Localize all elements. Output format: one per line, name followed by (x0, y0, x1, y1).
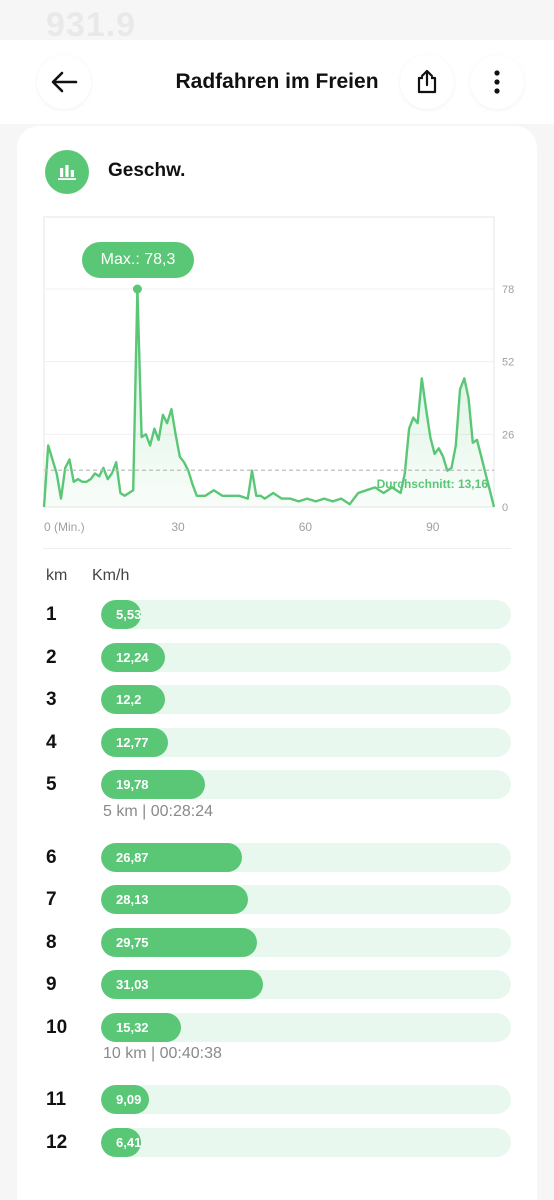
more-vertical-icon (494, 70, 500, 94)
row-km-number: 2 (46, 646, 57, 668)
row-km-number: 11 (46, 1089, 67, 1110)
background-distance-value: 931.9 (46, 6, 137, 44)
speed-bar-track: 9,09 (101, 1085, 511, 1114)
speed-bar-track: 12,2 (101, 685, 511, 714)
speed-bar-track: 15,32 (101, 1012, 511, 1042)
back-button[interactable] (37, 55, 91, 109)
speed-bar-fill: 19,78 (101, 770, 205, 799)
column-header-speed: Km/h (92, 567, 130, 584)
speed-bar-value: 12,2 (116, 692, 142, 707)
speed-bar-fill: 29,75 (101, 927, 257, 957)
speed-bar-value: 19,78 (116, 777, 149, 792)
split-summary: 5 km | 00:28:24 (103, 802, 213, 820)
speed-bar-fill: 5,53 (101, 600, 141, 629)
speed-bar-track: 12,77 (101, 727, 511, 757)
share-button[interactable] (400, 55, 454, 109)
row-km-number: 9 (46, 974, 57, 995)
speed-bar-track: 5,53 (101, 600, 511, 629)
row-km-number: 8 (46, 931, 57, 953)
speed-bar-track: 31,03 (101, 970, 511, 999)
speed-bar-value: 12,24 (116, 649, 149, 665)
speed-bar-track: 19,78 (101, 770, 511, 799)
top-app-bar (0, 40, 554, 124)
more-options-button[interactable] (470, 55, 524, 109)
bar-chart-icon (58, 165, 76, 180)
section-label: Geschw. (108, 160, 186, 181)
page-title: Radfahren im Freien (175, 70, 379, 93)
row-km-number: 4 (46, 731, 57, 753)
row-km-number: 12 (46, 1131, 68, 1153)
speed-bar-track: 12,24 (101, 642, 511, 672)
speed-bar-value: 5,53 (116, 607, 142, 622)
row-km-number: 1 (46, 604, 57, 625)
row-km-number: 10 (46, 1016, 68, 1038)
speed-bar-track: 29,75 (101, 927, 511, 957)
split-summary: 10 km | 00:40:38 (103, 1045, 222, 1062)
speed-bar-fill: 6,41 (101, 1127, 142, 1157)
speed-bar-fill: 12,24 (101, 642, 165, 672)
speed-bar-fill: 26,87 (101, 842, 242, 872)
speed-bar-value: 9,09 (116, 1092, 142, 1107)
speed-bar-track: 26,87 (101, 842, 511, 872)
speed-bar-value: 29,75 (116, 934, 149, 950)
speed-bar-value: 31,03 (116, 977, 149, 992)
speed-bar-fill: 9,09 (101, 1085, 149, 1114)
speed-bar-fill: 28,13 (101, 885, 248, 914)
speed-bar-fill: 31,03 (101, 970, 263, 999)
speed-bar-track: 28,13 (101, 885, 511, 914)
row-km-number: 6 (46, 846, 57, 868)
speed-bar-fill: 12,2 (101, 685, 165, 714)
speed-bar-value: 6,41 (116, 1134, 142, 1150)
column-header-km: km (46, 567, 68, 584)
row-km-number: 5 (46, 774, 57, 795)
row-km-number: 3 (46, 689, 57, 710)
speed-bar-value: 28,13 (116, 892, 149, 907)
speed-bar-fill: 15,32 (101, 1012, 181, 1042)
share-icon (417, 69, 437, 94)
speed-bar-value: 15,32 (116, 1019, 149, 1035)
speed-bar-value: 26,87 (116, 849, 149, 865)
max-speed-pill: Max.: 78,3 (82, 242, 194, 278)
speed-bar-fill: 12,77 (101, 727, 168, 757)
speed-bar-track: 6,41 (101, 1127, 511, 1157)
row-km-number: 7 (46, 889, 57, 910)
speed-bar-value: 12,77 (116, 734, 149, 750)
section-divider (43, 548, 511, 549)
arrow-left-icon (51, 71, 78, 93)
section-icon-badge (45, 150, 89, 194)
